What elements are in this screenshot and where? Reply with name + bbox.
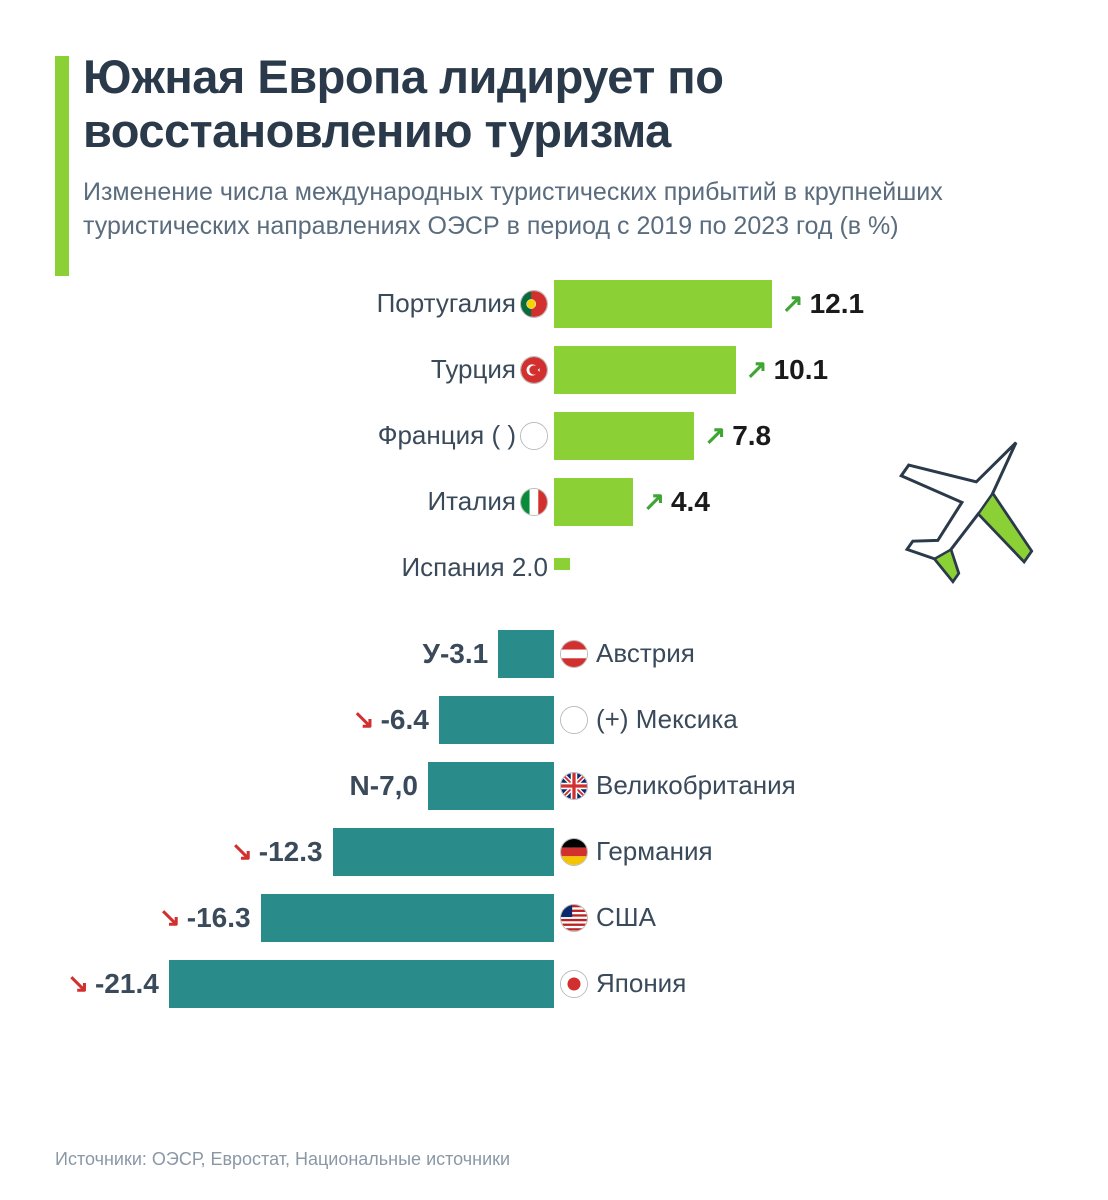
arrow-down-icon: ↘ — [67, 968, 89, 999]
bar-negative — [169, 960, 554, 1008]
sources-label: Источники: — [55, 1149, 147, 1169]
arrow-up-icon: ↗ — [782, 288, 804, 319]
arrow-down-icon: ↘ — [353, 704, 375, 735]
country-label: Турция — [431, 354, 554, 385]
flag-icon — [560, 970, 588, 998]
sources-text: ОЭСР, Евростат, Национальные источники — [152, 1149, 510, 1169]
value-label: ↘-12.3 — [231, 836, 323, 868]
country-label: Австрия — [554, 638, 695, 669]
country-label: Испания 2.0 — [401, 552, 554, 583]
bar-row-negative: Германия ↘-12.3 — [55, 822, 1053, 882]
value-label: ↗12.1 — [782, 288, 864, 320]
flag-icon — [520, 488, 548, 516]
bar-negative — [498, 630, 554, 678]
flag-icon — [560, 838, 588, 866]
bar-row-negative: Великобритания N-7,0 — [55, 756, 1053, 816]
country-label: Франция ( ) — [378, 420, 554, 451]
arrow-down-icon: ↘ — [159, 902, 181, 933]
flag-icon — [560, 706, 588, 734]
bar-row-negative: США ↘-16.3 — [55, 888, 1053, 948]
sources: Источники: ОЭСР, Евростат, Национальные … — [55, 1149, 510, 1170]
country-label: Великобритания — [554, 770, 796, 801]
value-label: N-7,0 — [350, 770, 418, 802]
country-label: Португалия — [377, 288, 554, 319]
value-label: ↗4.4 — [643, 486, 710, 518]
accent-bar — [55, 56, 69, 276]
bar-row-negative: (+) Мексика ↘-6.4 — [55, 690, 1053, 750]
flag-icon — [520, 290, 548, 318]
flag-icon — [520, 422, 548, 450]
bar-row-negative: Япония ↘-21.4 — [55, 954, 1053, 1014]
bar-row-positive: Италия ↗4.4 — [55, 472, 1053, 532]
country-label: Япония — [554, 968, 686, 999]
bar-row-positive: Испания 2.0 — [55, 538, 1053, 598]
value-label: ↘-16.3 — [159, 902, 251, 934]
arrow-down-icon: ↘ — [231, 836, 253, 867]
arrow-up-icon: ↗ — [704, 420, 726, 451]
value-label: ↘-6.4 — [353, 704, 429, 736]
bar-row-positive: Турция ↗10.1 — [55, 340, 1053, 400]
chart-title: Южная Европа лидирует по восстановлению … — [83, 50, 1053, 158]
value-label: ↗7.8 — [704, 420, 771, 452]
bar-row-positive: Франция ( ) ↗7.8 — [55, 406, 1053, 466]
bar-positive — [554, 558, 570, 570]
arrow-up-icon: ↗ — [746, 354, 768, 385]
bar-row-negative: Австрия У-3.1 — [55, 624, 1053, 684]
country-label: Италия — [427, 486, 554, 517]
chart-subtitle: Изменение числа международных туристичес… — [83, 176, 1043, 244]
flag-icon — [560, 640, 588, 668]
value-label: ↗10.1 — [746, 354, 828, 386]
country-label: США — [554, 902, 656, 933]
diverging-bar-chart: Португалия ↗12.1 Турция ↗10.1 Франция ( ) ↗7.… — [55, 274, 1053, 1054]
value-label: У-3.1 — [423, 638, 489, 670]
bar-negative — [261, 894, 554, 942]
country-label: (+) Мексика — [554, 704, 738, 735]
arrow-up-icon: ↗ — [643, 486, 665, 517]
bar-positive — [554, 280, 772, 328]
bar-negative — [333, 828, 554, 876]
flag-icon — [560, 904, 588, 932]
bar-positive — [554, 478, 633, 526]
bar-negative — [428, 762, 554, 810]
country-label: Германия — [554, 836, 713, 867]
bar-positive — [554, 346, 736, 394]
bar-negative — [439, 696, 554, 744]
header: Южная Европа лидирует по восстановлению … — [55, 50, 1053, 244]
flag-icon — [520, 356, 548, 384]
bar-row-positive: Португалия ↗12.1 — [55, 274, 1053, 334]
bar-positive — [554, 412, 694, 460]
flag-icon — [560, 772, 588, 800]
value-label: ↘-21.4 — [67, 968, 159, 1000]
